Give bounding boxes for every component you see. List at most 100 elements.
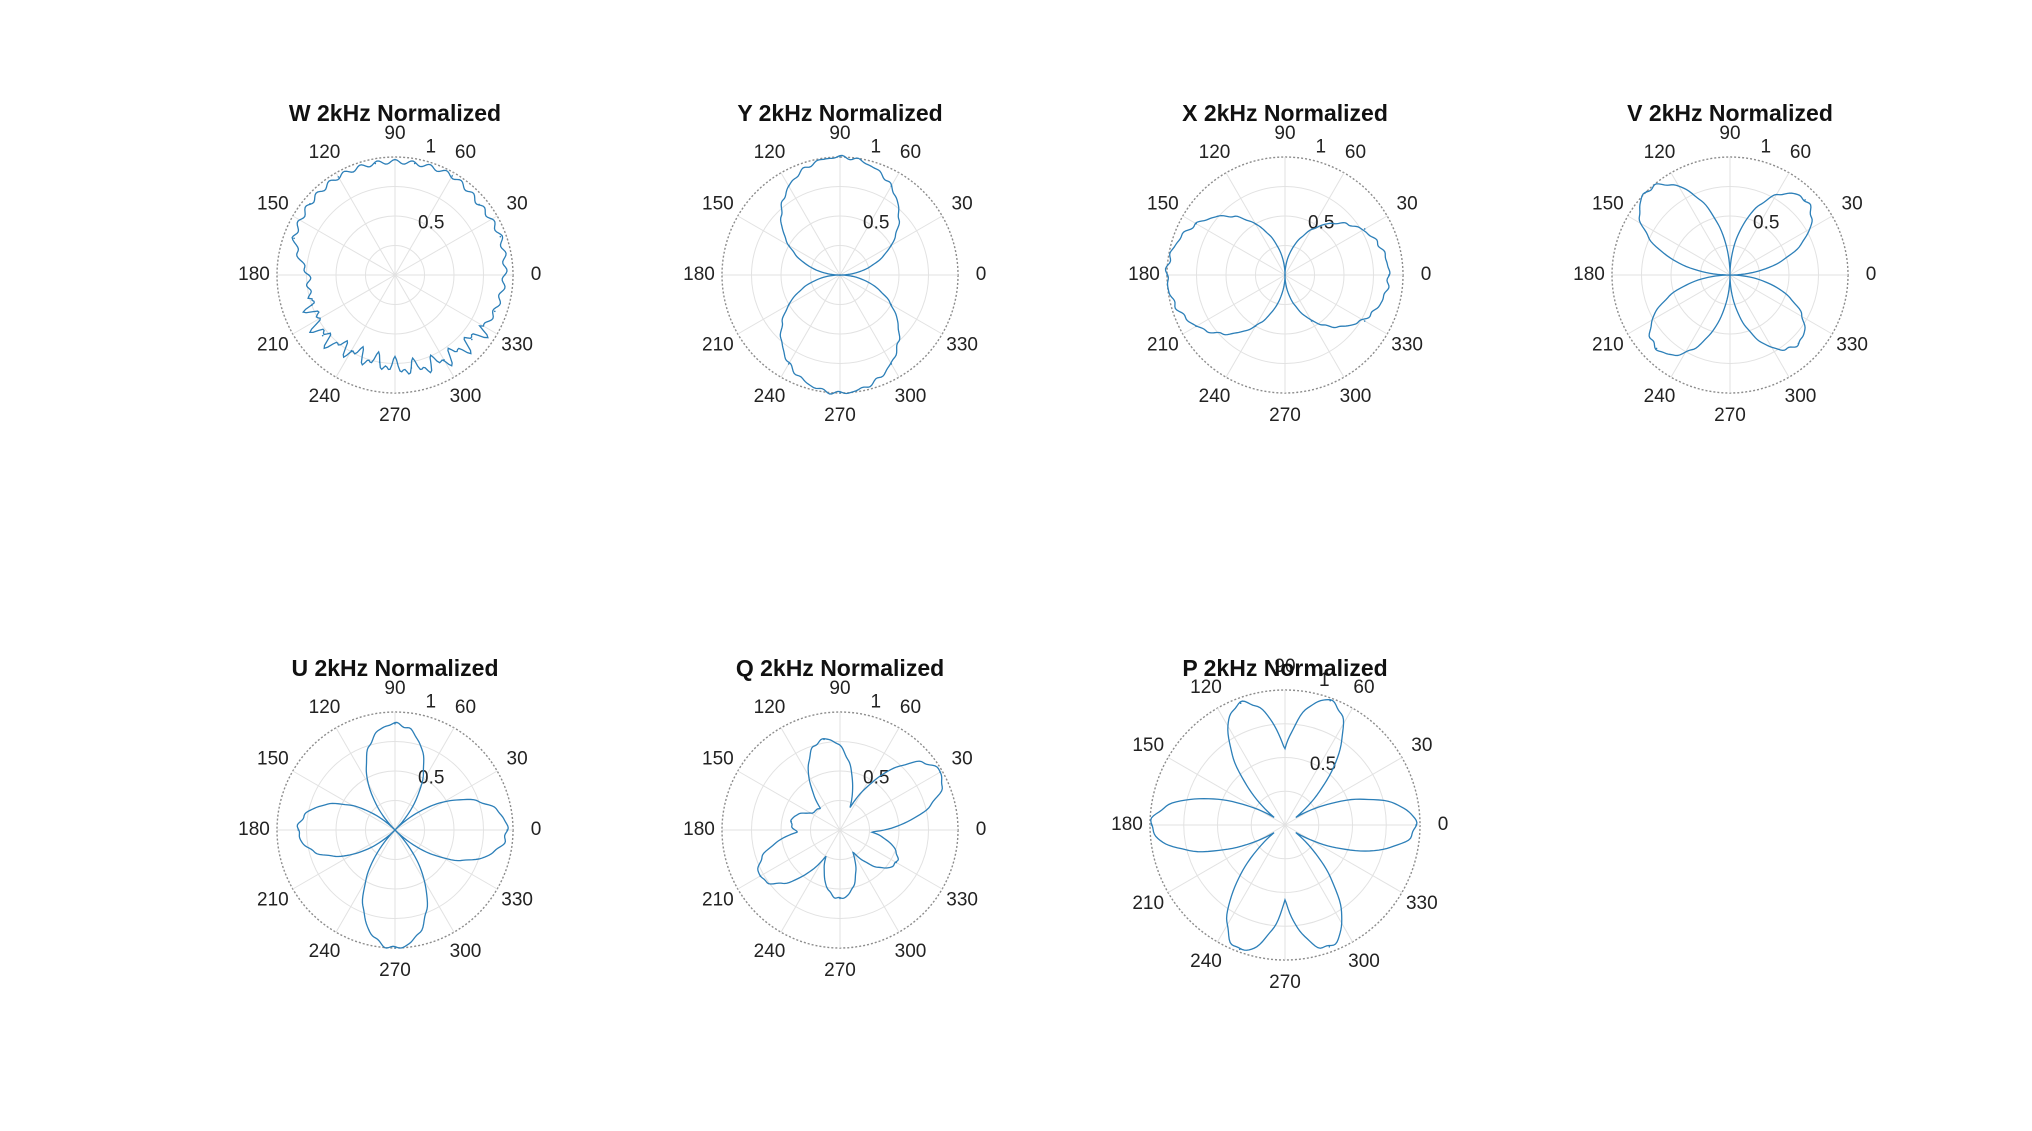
polar-spoke: [394, 172, 455, 276]
polar-spoke: [780, 172, 841, 276]
polar-spoke: [335, 274, 396, 378]
polar-spoke: [1284, 274, 1388, 335]
polar-spoke: [1729, 274, 1833, 335]
theta-tick-label: 0: [976, 819, 987, 840]
theta-tick-label: 0: [531, 264, 542, 285]
polar-spoke: [839, 829, 900, 933]
polar-spoke: [335, 172, 396, 276]
polar-data-point: [839, 274, 841, 276]
theta-tick-label: 90: [829, 123, 850, 144]
polar-data-point: [394, 829, 396, 831]
polar-data-point: [1239, 702, 1242, 705]
polar-spoke: [1284, 274, 1345, 378]
r-tick-label: 0.5: [418, 767, 444, 788]
polar-data-point: [337, 176, 340, 178]
panel-title: Q 2kHz Normalized: [736, 655, 944, 681]
polar-data-point: [787, 185, 790, 187]
polar-spoke: [1729, 215, 1833, 276]
r-tick-label: 0.5: [863, 212, 889, 233]
theta-tick-label: 210: [1132, 893, 1164, 914]
theta-tick-label: 90: [1274, 123, 1295, 144]
theta-tick-label: 240: [1190, 951, 1222, 972]
polar-spoke: [1729, 274, 1790, 378]
polar-data-point: [790, 820, 792, 823]
polar-data-point: [350, 349, 353, 352]
theta-tick-label: 150: [702, 749, 734, 770]
theta-tick-label: 300: [895, 941, 927, 962]
polar-data-point: [443, 359, 445, 361]
polar-data-point: [839, 156, 841, 158]
panel-title: X 2kHz Normalized: [1182, 100, 1388, 126]
r-tick-label: 1: [1760, 137, 1771, 158]
polar-data-point: [493, 310, 496, 313]
polar-data-point: [1254, 325, 1257, 327]
theta-tick-label: 270: [1269, 405, 1301, 426]
polar-spoke: [1284, 824, 1403, 893]
theta-tick-label: 300: [450, 941, 482, 962]
theta-tick-label: 330: [1406, 893, 1438, 914]
polar-data-point: [293, 237, 295, 240]
theta-tick-label: 300: [1340, 386, 1372, 407]
polar-data-point: [297, 829, 300, 831]
polar-data-point: [478, 203, 480, 206]
panel-title: Y 2kHz Normalized: [737, 100, 942, 126]
polar-data-point: [506, 829, 508, 831]
polar-data-point: [823, 738, 825, 741]
theta-tick-label: 210: [257, 335, 289, 356]
r-tick-label: 1: [1315, 137, 1326, 158]
polar-data-point: [1238, 948, 1241, 951]
polar-data-point: [499, 235, 502, 238]
polar-spoke: [292, 770, 396, 831]
polar-data-point: [890, 185, 893, 187]
r-tick-label: 1: [425, 137, 436, 158]
theta-tick-label: 60: [455, 697, 476, 718]
theta-tick-label: 330: [501, 890, 533, 911]
theta-tick-label: 180: [1573, 264, 1605, 285]
theta-tick-label: 240: [1644, 386, 1676, 407]
polar-spoke: [839, 770, 943, 831]
theta-tick-label: 60: [1353, 677, 1374, 698]
theta-tick-label: 30: [952, 194, 973, 215]
theta-tick-label: 330: [1391, 335, 1423, 356]
theta-tick-label: 30: [1411, 735, 1432, 756]
theta-tick-label: 210: [257, 890, 289, 911]
theta-tick-label: 270: [379, 960, 411, 981]
theta-tick-label: 330: [1836, 335, 1868, 356]
polar-spoke: [780, 727, 841, 831]
polar-spoke: [1627, 215, 1731, 276]
polar-data-point: [1195, 325, 1197, 328]
polar-spoke: [394, 770, 498, 831]
polar-data-point: [1415, 824, 1417, 826]
polar-data-point: [1329, 699, 1332, 702]
theta-tick-label: 120: [309, 697, 341, 718]
polar-data-point: [309, 202, 311, 205]
theta-tick-label: 300: [1785, 386, 1817, 407]
polar-data-point: [1363, 320, 1366, 322]
theta-tick-label: 330: [946, 890, 978, 911]
polar-panel: 0 30 60 90 120 150 180 210 240 270 300 330 0.5 1 Q 2kH…: [683, 655, 986, 981]
r-tick-label: 1: [1319, 670, 1330, 691]
polar-spoke: [1627, 274, 1731, 335]
theta-tick-label: 0: [1421, 264, 1432, 285]
theta-tick-label: 300: [1348, 951, 1380, 972]
polar-data-point: [378, 361, 381, 363]
theta-tick-label: 30: [507, 749, 528, 770]
theta-tick-label: 150: [257, 194, 289, 215]
polar-data-point: [839, 897, 841, 900]
polar-spoke: [839, 172, 900, 276]
polar-data-point: [1804, 199, 1806, 201]
theta-tick-label: 0: [1866, 264, 1877, 285]
polar-data-point: [374, 162, 377, 165]
polar-data-point: [759, 875, 762, 877]
theta-tick-label: 150: [257, 749, 289, 770]
polar-spoke: [394, 274, 498, 335]
theta-tick-label: 210: [1592, 335, 1624, 356]
polar-spoke: [394, 829, 498, 890]
theta-tick-label: 60: [900, 142, 921, 163]
theta-tick-label: 30: [952, 749, 973, 770]
theta-tick-label: 30: [507, 194, 528, 215]
r-tick-label: 0.5: [418, 212, 444, 233]
r-tick-label: 0.5: [1753, 212, 1779, 233]
